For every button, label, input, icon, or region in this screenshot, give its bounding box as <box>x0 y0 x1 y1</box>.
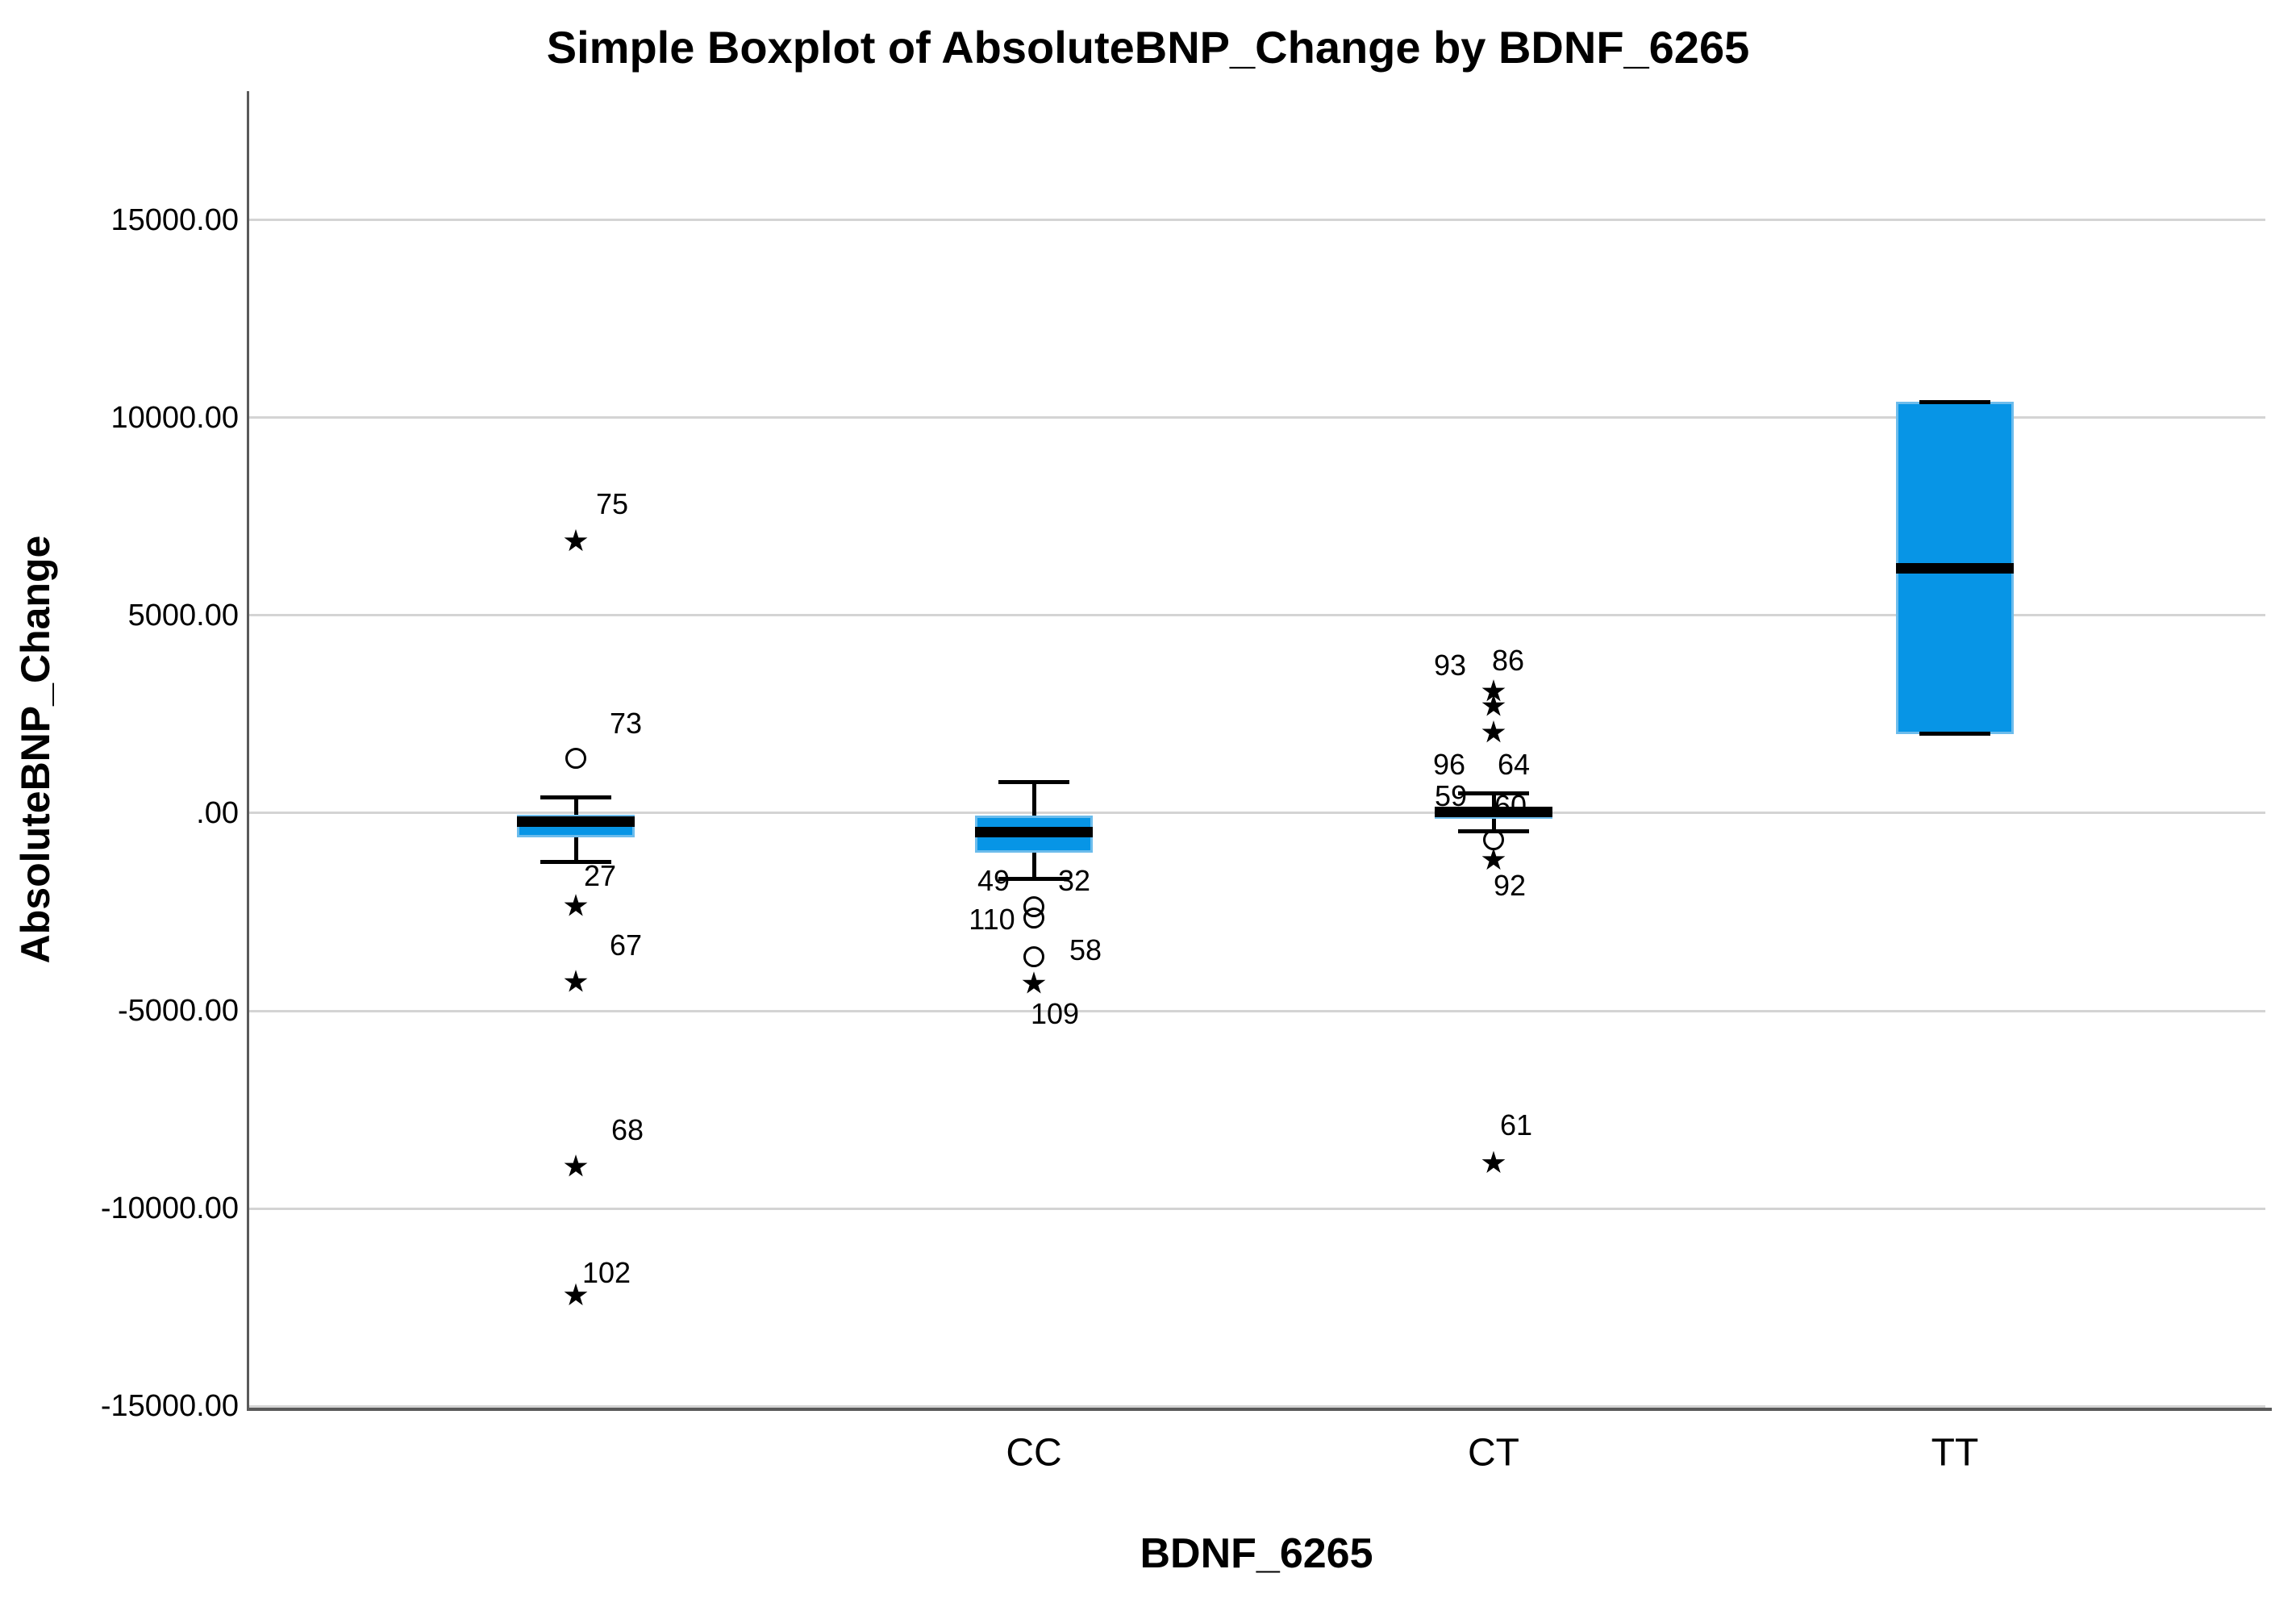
case-label: 64 <box>1497 748 1531 782</box>
case-label: 49 <box>977 863 1010 897</box>
case-label: 96 <box>1432 748 1466 782</box>
lower-whisker-cap <box>540 859 611 864</box>
lower-whisker <box>1031 853 1036 879</box>
y-tick-label: -5000.00 <box>117 994 239 1028</box>
gridline <box>248 812 2265 815</box>
y-tick-label: 5000.00 <box>127 598 239 632</box>
median-line <box>975 826 1093 837</box>
case-label: 32 <box>1057 863 1091 897</box>
upper-whisker-cap <box>540 795 611 800</box>
y-tick-label: -15000.00 <box>100 1389 239 1423</box>
case-label: 109 <box>1030 997 1080 1031</box>
extreme-marker <box>1481 1150 1506 1173</box>
gridline <box>248 219 2265 222</box>
outlier-marker <box>1023 945 1044 967</box>
y-axis-line <box>247 91 249 1411</box>
category-label-ct: CT <box>1468 1431 1519 1475</box>
case-label: 86 <box>1491 644 1525 678</box>
gridline <box>248 1207 2265 1210</box>
outlier-marker <box>565 747 586 769</box>
chart-title: Simple Boxplot of AbsoluteBNP_Change by … <box>546 22 1750 73</box>
case-label: 27 <box>583 859 617 893</box>
outlier-marker <box>1483 828 1504 850</box>
outlier-marker <box>1023 907 1044 929</box>
gridline <box>248 416 2265 419</box>
lower-whisker <box>573 837 578 862</box>
y-tick-label: 15000.00 <box>110 202 240 237</box>
lower-whisker-cap <box>998 877 1069 882</box>
gridline <box>248 614 2265 617</box>
extreme-marker <box>564 894 588 916</box>
category-label-cc: CC <box>1006 1431 1062 1475</box>
case-label: 60 <box>1494 789 1527 823</box>
median-line <box>1896 562 2014 574</box>
y-tick-label: .00 <box>196 795 239 830</box>
case-label: 92 <box>1493 868 1527 902</box>
upper-whisker-cap <box>1458 791 1529 795</box>
case-label: 93 <box>1433 649 1467 682</box>
median-line <box>1435 807 1552 818</box>
extreme-marker <box>1022 971 1046 994</box>
lower-whisker <box>1491 819 1496 832</box>
case-label: 59 <box>1434 778 1468 812</box>
lower-whisker-cap <box>1919 732 1990 737</box>
extreme-marker <box>564 970 588 992</box>
case-label: 68 <box>610 1113 644 1147</box>
gridline <box>248 1404 2265 1408</box>
case-label: 102 <box>581 1255 631 1289</box>
case-label: 58 <box>1069 933 1102 966</box>
upper-whisker <box>1031 782 1036 816</box>
y-tick-label: -10000.00 <box>100 1191 239 1225</box>
category-label-tt: TT <box>1931 1431 1979 1475</box>
case-label: 67 <box>609 929 643 962</box>
upper-whisker <box>1491 793 1496 808</box>
case-label: 110 <box>969 903 1015 937</box>
extreme-marker <box>564 1154 588 1177</box>
case-label: 73 <box>609 706 643 740</box>
case-label: 61 <box>1499 1108 1533 1141</box>
case-label: 75 <box>595 486 629 520</box>
median-line <box>517 816 635 827</box>
extreme-marker <box>1481 694 1506 716</box>
x-axis-title: BDNF_6265 <box>1140 1530 1373 1577</box>
upper-whisker <box>573 797 578 815</box>
upper-whisker-cap <box>998 780 1069 785</box>
y-tick-label: 10000.00 <box>110 400 240 435</box>
x-axis-line <box>247 1408 2272 1411</box>
gridline <box>248 1009 2265 1012</box>
extreme-marker <box>564 528 588 552</box>
extreme-marker <box>1481 720 1506 743</box>
upper-whisker-cap <box>1919 399 1990 404</box>
